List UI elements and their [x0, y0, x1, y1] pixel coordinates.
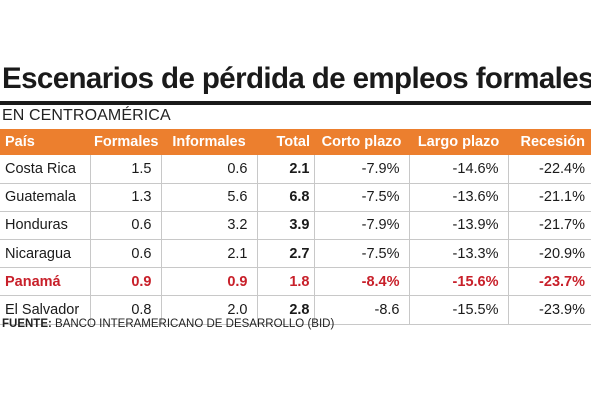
cell-formales: 0.6 [89, 211, 161, 241]
cell-largo-plazo: -13.9% [408, 211, 508, 241]
chart-title: Escenarios de pérdida de empleos formale… [2, 62, 591, 95]
cell-formales: 0.8 [89, 295, 161, 325]
cell-largo-plazo: -13.6% [408, 183, 508, 212]
cell-corto-plazo: -8.4% [313, 267, 409, 297]
header-formales: Formales [90, 129, 161, 155]
cell-total: 3.9 [256, 211, 314, 241]
cell-recesion: -22.4% [507, 155, 591, 184]
cell-recesion: -21.7% [507, 211, 591, 241]
cell-largo-plazo: -15.5% [408, 295, 508, 325]
cell-recesion: -23.7% [507, 267, 591, 297]
table-row: Guatemala 1.3 5.6 6.8 -7.5% -13.6% -21.1… [0, 183, 591, 212]
cell-pais: El Salvador [0, 295, 90, 325]
cell-total: 1.8 [256, 267, 314, 297]
cell-recesion: -23.9% [507, 295, 591, 325]
cell-largo-plazo: -15.6% [408, 267, 508, 297]
cell-recesion: -20.9% [507, 239, 591, 269]
header-corto-plazo: Corto plazo [314, 129, 409, 155]
cell-pais: Honduras [0, 211, 90, 241]
cell-informales: 0.9 [160, 267, 257, 297]
cell-informales: 2.0 [160, 295, 257, 325]
cell-largo-plazo: -13.3% [408, 239, 508, 269]
source-label: FUENTE: [2, 318, 52, 330]
table-row: Nicaragua 0.6 2.1 2.7 -7.5% -13.3% -20.9… [0, 239, 591, 269]
subtitle: EN CENTROAMÉRICA [2, 107, 171, 124]
employment-loss-table: País Formales Informales Total Corto pla… [0, 129, 591, 325]
cell-formales: 0.6 [89, 239, 161, 269]
table-row-highlighted: Panamá 0.9 0.9 1.8 -8.4% -15.6% -23.7% [0, 267, 591, 297]
cell-corto-plazo: -7.9% [313, 211, 409, 241]
cell-informales: 0.6 [160, 155, 257, 184]
cell-total: 2.8 [256, 295, 314, 325]
table-row: Costa Rica 1.5 0.6 2.1 -7.9% -14.6% -22.… [0, 155, 591, 184]
cell-pais: Costa Rica [0, 155, 90, 184]
cell-corto-plazo: -7.9% [313, 155, 409, 184]
header-pais: País [0, 129, 90, 155]
header-total: Total [257, 129, 314, 155]
cell-corto-plazo: -8.6 [313, 295, 409, 325]
cell-total: 6.8 [256, 183, 314, 212]
header-recesion: Recesión [508, 129, 591, 155]
source-note: FUENTE: BANCO INTERAMERICANO DE DESARROL… [2, 318, 334, 330]
table-row: El Salvador 0.8 2.0 2.8 -8.6 -15.5% -23.… [0, 295, 591, 325]
title-rule [0, 101, 591, 105]
header-largo-plazo: Largo plazo [409, 129, 508, 155]
cell-pais: Nicaragua [0, 239, 90, 269]
table-row: Honduras 0.6 3.2 3.9 -7.9% -13.9% -21.7% [0, 211, 591, 241]
cell-formales: 1.5 [89, 155, 161, 184]
cell-informales: 3.2 [160, 211, 257, 241]
cell-corto-plazo: -7.5% [313, 183, 409, 212]
cell-recesion: -21.1% [507, 183, 591, 212]
cell-pais: Guatemala [0, 183, 90, 212]
cell-pais: Panamá [0, 267, 90, 297]
cell-formales: 0.9 [89, 267, 161, 297]
cell-largo-plazo: -14.6% [408, 155, 508, 184]
table-header-row: País Formales Informales Total Corto pla… [0, 129, 591, 155]
cell-corto-plazo: -7.5% [313, 239, 409, 269]
cell-total: 2.1 [256, 155, 314, 184]
cell-informales: 2.1 [160, 239, 257, 269]
cell-total: 2.7 [256, 239, 314, 269]
cell-informales: 5.6 [160, 183, 257, 212]
header-informales: Informales [161, 129, 257, 155]
source-text: BANCO INTERAMERICANO DE DESARROLLO (BID) [51, 318, 335, 330]
cell-formales: 1.3 [89, 183, 161, 212]
